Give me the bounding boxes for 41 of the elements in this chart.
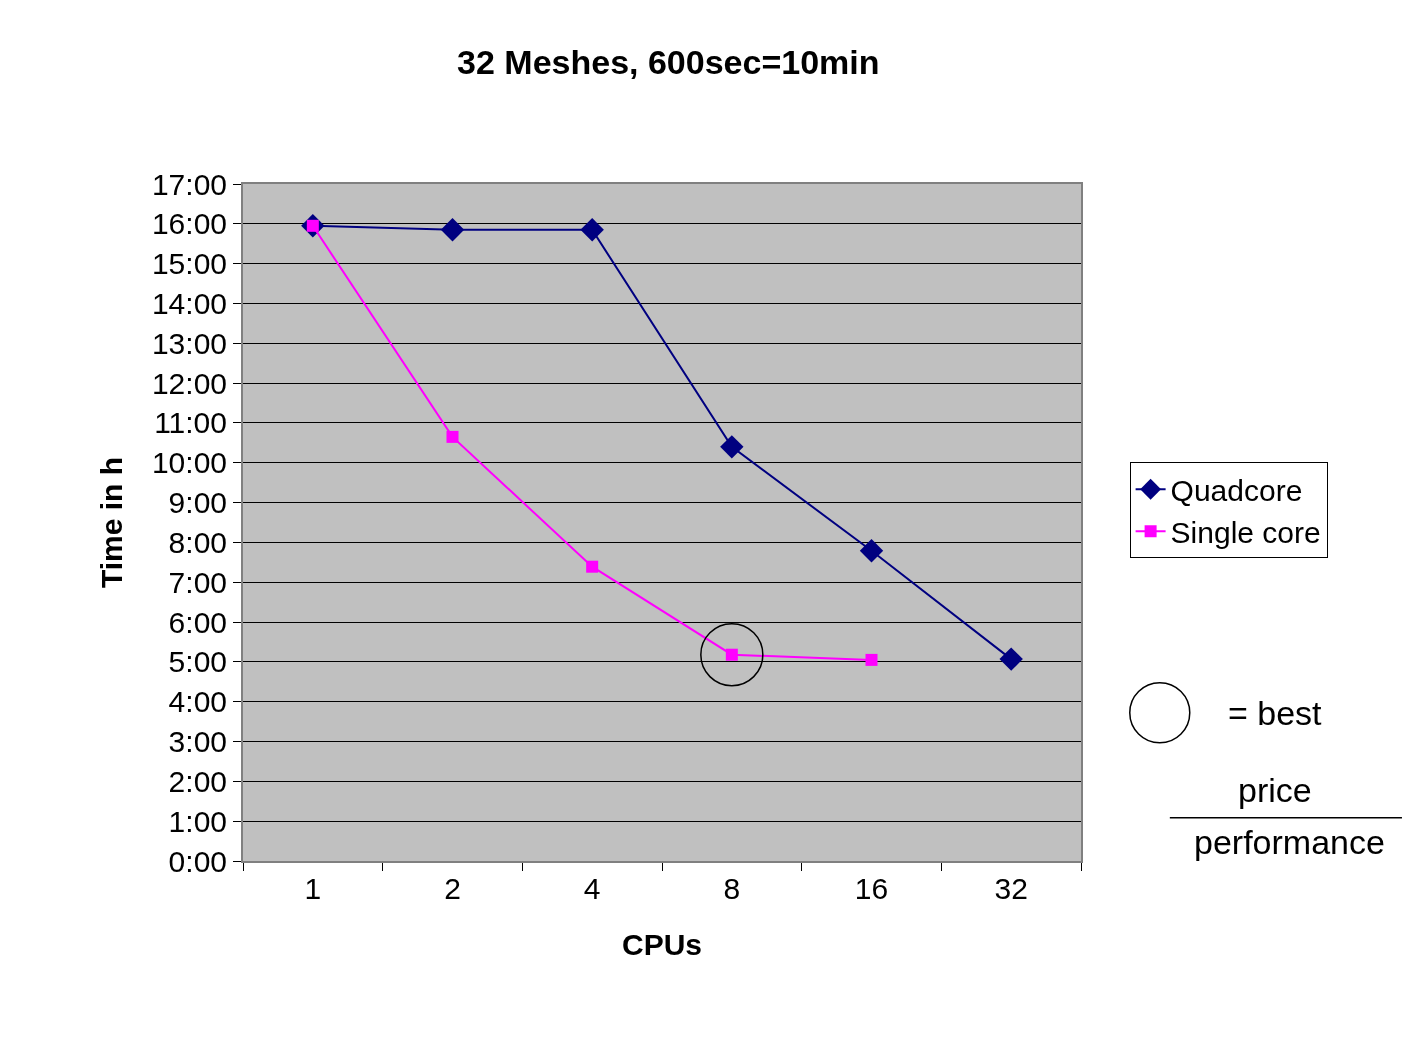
y-tick-label: 2:00 xyxy=(168,764,227,798)
legend-label: Single core xyxy=(1170,515,1321,549)
y-tick-label: 6:00 xyxy=(168,605,227,639)
y-tick-label: 3:00 xyxy=(168,725,227,759)
chart-title: 32 Meshes, 600sec=10min xyxy=(457,43,880,82)
y-tick-label: 9:00 xyxy=(168,486,227,520)
point xyxy=(580,218,604,242)
x-tick-label: 16 xyxy=(854,872,889,905)
y-tick-label: 11:00 xyxy=(154,406,227,440)
y-tick-label: 1:00 xyxy=(168,804,227,838)
point xyxy=(446,430,459,443)
y-tick-label: 17:00 xyxy=(151,167,227,201)
x-tick-label: 4 xyxy=(583,872,601,905)
y-axis-title: Time in h xyxy=(95,456,129,589)
legend-label: Quadcore xyxy=(1170,473,1303,507)
y-tick-label: 14:00 xyxy=(151,286,227,320)
point xyxy=(720,435,744,459)
text: price xyxy=(1238,771,1312,809)
y-tick-label: 5:00 xyxy=(168,645,227,679)
point xyxy=(586,560,599,573)
x-tick-label: 1 xyxy=(304,872,322,905)
y-tick-label: 15:00 xyxy=(151,247,227,281)
point xyxy=(865,653,878,666)
x-axis-title: CPUs xyxy=(621,928,703,961)
y-tick-label: 16:00 xyxy=(151,207,227,241)
x-tick-label: 2 xyxy=(444,872,461,905)
point xyxy=(999,647,1023,671)
x-tick-label: 32 xyxy=(994,872,1028,905)
text: = best xyxy=(1228,694,1323,732)
y-tick-label: 0:00 xyxy=(168,844,227,878)
point xyxy=(440,218,465,242)
y-tick-label: 12:00 xyxy=(151,366,227,400)
y-tick-label: 8:00 xyxy=(168,525,227,559)
y-tick-label: 10:00 xyxy=(151,446,227,480)
y-tick-label: 7:00 xyxy=(168,565,227,599)
point xyxy=(725,648,738,661)
x-tick-label: 8 xyxy=(723,872,741,905)
y-tick-label: 4:00 xyxy=(168,685,227,719)
text: performance xyxy=(1194,823,1385,861)
y-tick-label: 13:00 xyxy=(151,326,227,360)
point xyxy=(859,539,884,563)
